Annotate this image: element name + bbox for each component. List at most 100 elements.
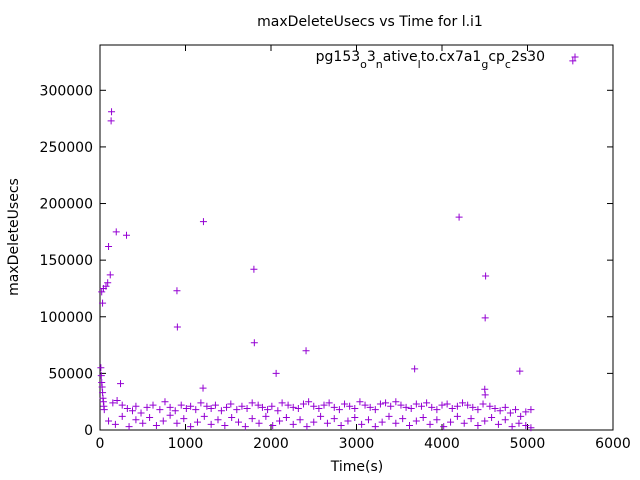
data-point: [501, 403, 509, 411]
chart-title: maxDeleteUsecs vs Time for l.i1: [257, 14, 483, 30]
data-point: [407, 404, 415, 412]
data-point: [203, 402, 211, 410]
data-point: [258, 403, 266, 411]
data-point: [397, 401, 405, 409]
data-point: [382, 399, 390, 407]
data-point: [161, 398, 169, 406]
data-point: [228, 414, 236, 422]
data-point: [248, 399, 256, 407]
data-point: [139, 419, 147, 427]
data-point: [303, 423, 311, 431]
data-point: [255, 419, 263, 427]
data-point: [166, 411, 174, 419]
data-point: [325, 399, 333, 407]
data-point: [376, 400, 384, 408]
y-tick-label: 100000: [40, 310, 93, 326]
data-point: [412, 417, 420, 425]
data-point: [387, 402, 395, 410]
data-point: [320, 401, 328, 409]
x-tick-label: 2000: [253, 436, 289, 452]
data-point: [111, 420, 119, 428]
data-point: [438, 401, 446, 409]
data-point: [428, 403, 436, 411]
data-point: [274, 407, 282, 415]
data-point: [385, 412, 393, 420]
data-point: [199, 218, 207, 226]
data-point: [199, 384, 207, 392]
data-point: [214, 416, 222, 424]
data-point: [118, 412, 126, 420]
data-point: [227, 400, 235, 408]
x-tick-label: 6000: [595, 436, 631, 452]
data-point: [207, 404, 215, 412]
data-point: [469, 403, 477, 411]
data-point: [501, 416, 509, 424]
data-point: [411, 365, 419, 373]
data-point: [310, 418, 318, 426]
data-point: [107, 117, 115, 125]
data-point: [317, 412, 325, 420]
data-point: [250, 265, 258, 273]
data-point: [187, 402, 195, 410]
x-tick-label: 5000: [510, 436, 546, 452]
data-point: [522, 421, 530, 429]
data-point: [378, 418, 386, 426]
data-point: [459, 399, 467, 407]
y-axis-label: maxDeleteUsecs: [6, 178, 22, 296]
data-point: [105, 243, 113, 251]
data-point: [105, 417, 113, 425]
data-point: [569, 57, 577, 65]
data-point: [262, 412, 270, 420]
data-point: [371, 423, 379, 431]
data-point: [173, 323, 181, 331]
data-point: [193, 418, 201, 426]
data-point: [474, 406, 482, 414]
data-point: [402, 403, 410, 411]
x-tick-label: 1000: [168, 436, 204, 452]
data-point: [358, 420, 366, 428]
data-point: [337, 421, 345, 429]
data-point: [187, 423, 195, 431]
data-point: [341, 400, 349, 408]
data-point: [361, 401, 369, 409]
data-point: [515, 419, 523, 427]
data-point: [152, 421, 160, 429]
data-point: [482, 272, 490, 280]
data-point: [289, 403, 297, 411]
data-point: [276, 417, 284, 425]
data-point: [217, 407, 225, 415]
data-point: [197, 399, 205, 407]
data-point: [296, 416, 304, 424]
data-point: [488, 414, 496, 422]
data-point: [412, 400, 420, 408]
data-point: [173, 287, 181, 295]
data-point: [132, 416, 140, 424]
data-point: [132, 402, 140, 410]
data-point: [419, 414, 427, 422]
data-point: [123, 404, 131, 412]
plot-frame: [99, 44, 614, 431]
data-point: [250, 339, 258, 347]
data-point: [166, 403, 174, 411]
data-point: [113, 397, 121, 405]
data-point: [294, 404, 302, 412]
data-point: [289, 420, 297, 428]
data-point: [305, 398, 313, 406]
data-point: [128, 407, 136, 415]
data-point: [112, 228, 120, 236]
legend-marker: [571, 53, 579, 61]
data-point: [269, 421, 277, 429]
data-point: [284, 401, 292, 409]
data-point: [440, 423, 448, 431]
data-point: [117, 380, 125, 388]
x-tick-label: 3000: [339, 436, 375, 452]
data-point: [453, 402, 461, 410]
data-point: [177, 401, 185, 409]
data-point: [330, 403, 338, 411]
data-point: [223, 403, 231, 411]
data-point: [335, 406, 343, 414]
data-point: [364, 416, 372, 424]
data-point: [371, 406, 379, 414]
data-point: [146, 414, 154, 422]
